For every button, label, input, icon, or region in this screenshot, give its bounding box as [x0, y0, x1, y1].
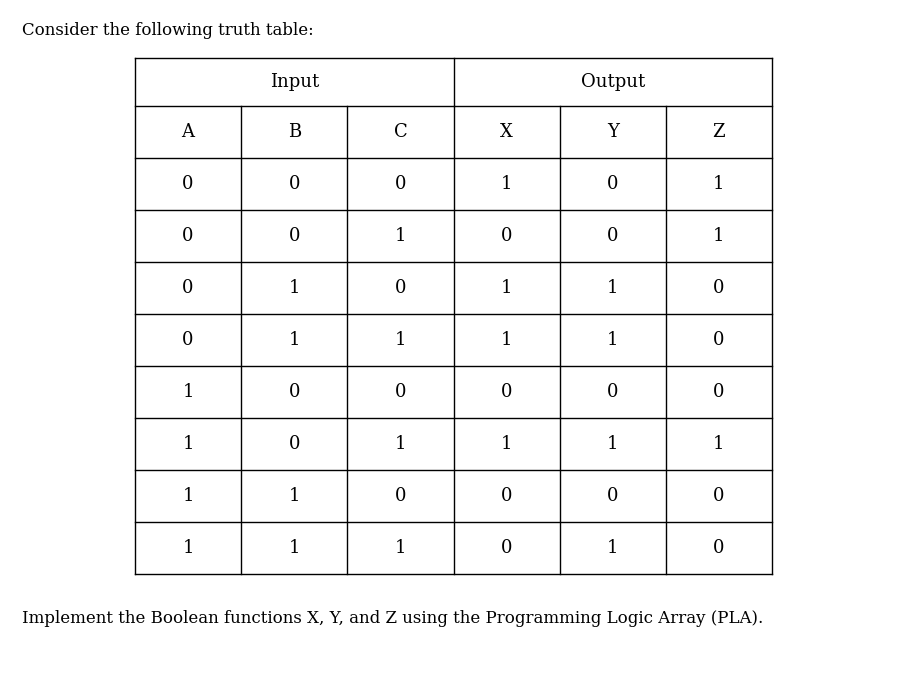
Text: 1: 1 — [182, 383, 194, 401]
Text: 1: 1 — [288, 539, 300, 557]
Text: 1: 1 — [395, 331, 406, 349]
Text: 1: 1 — [607, 435, 619, 453]
Text: 0: 0 — [182, 279, 194, 297]
Text: 0: 0 — [501, 383, 512, 401]
Text: 1: 1 — [713, 227, 725, 245]
Text: 0: 0 — [395, 383, 406, 401]
Text: 1: 1 — [501, 175, 512, 193]
Text: 0: 0 — [395, 279, 406, 297]
Text: 0: 0 — [395, 175, 406, 193]
Text: 1: 1 — [501, 279, 512, 297]
Text: 0: 0 — [713, 487, 725, 505]
Text: 0: 0 — [713, 331, 725, 349]
Text: 0: 0 — [501, 539, 512, 557]
Text: 1: 1 — [182, 487, 194, 505]
Text: 1: 1 — [395, 539, 406, 557]
Text: 0: 0 — [182, 175, 194, 193]
Text: 0: 0 — [607, 227, 619, 245]
Text: 1: 1 — [607, 279, 619, 297]
Text: 1: 1 — [501, 435, 512, 453]
Text: 0: 0 — [182, 227, 194, 245]
Text: 1: 1 — [288, 487, 300, 505]
Text: Input: Input — [269, 73, 319, 91]
Text: 1: 1 — [607, 539, 619, 557]
Text: Implement the Boolean functions X, Y, and Z using the Programming Logic Array (P: Implement the Boolean functions X, Y, an… — [22, 610, 764, 627]
Text: 0: 0 — [182, 331, 194, 349]
Text: 1: 1 — [288, 331, 300, 349]
Text: C: C — [394, 123, 407, 141]
Text: Y: Y — [607, 123, 619, 141]
Text: 1: 1 — [182, 539, 194, 557]
Text: 0: 0 — [607, 487, 619, 505]
Text: 0: 0 — [288, 435, 300, 453]
Text: Consider the following truth table:: Consider the following truth table: — [22, 22, 314, 39]
Text: 1: 1 — [182, 435, 194, 453]
Text: 0: 0 — [713, 279, 725, 297]
Text: Output: Output — [580, 73, 645, 91]
Text: B: B — [288, 123, 301, 141]
Text: 1: 1 — [713, 435, 725, 453]
Text: 1: 1 — [713, 175, 725, 193]
Text: 0: 0 — [288, 227, 300, 245]
Text: 0: 0 — [607, 383, 619, 401]
Text: 1: 1 — [607, 331, 619, 349]
Text: Z: Z — [713, 123, 726, 141]
Text: 1: 1 — [288, 279, 300, 297]
Text: A: A — [181, 123, 195, 141]
Text: 0: 0 — [713, 539, 725, 557]
Text: 1: 1 — [395, 435, 406, 453]
Text: 1: 1 — [395, 227, 406, 245]
Text: 0: 0 — [395, 487, 406, 505]
Text: 0: 0 — [288, 383, 300, 401]
Text: X: X — [500, 123, 513, 141]
Text: 0: 0 — [607, 175, 619, 193]
Text: 0: 0 — [713, 383, 725, 401]
Text: 0: 0 — [501, 487, 512, 505]
Text: 0: 0 — [288, 175, 300, 193]
Text: 1: 1 — [501, 331, 512, 349]
Text: 0: 0 — [501, 227, 512, 245]
